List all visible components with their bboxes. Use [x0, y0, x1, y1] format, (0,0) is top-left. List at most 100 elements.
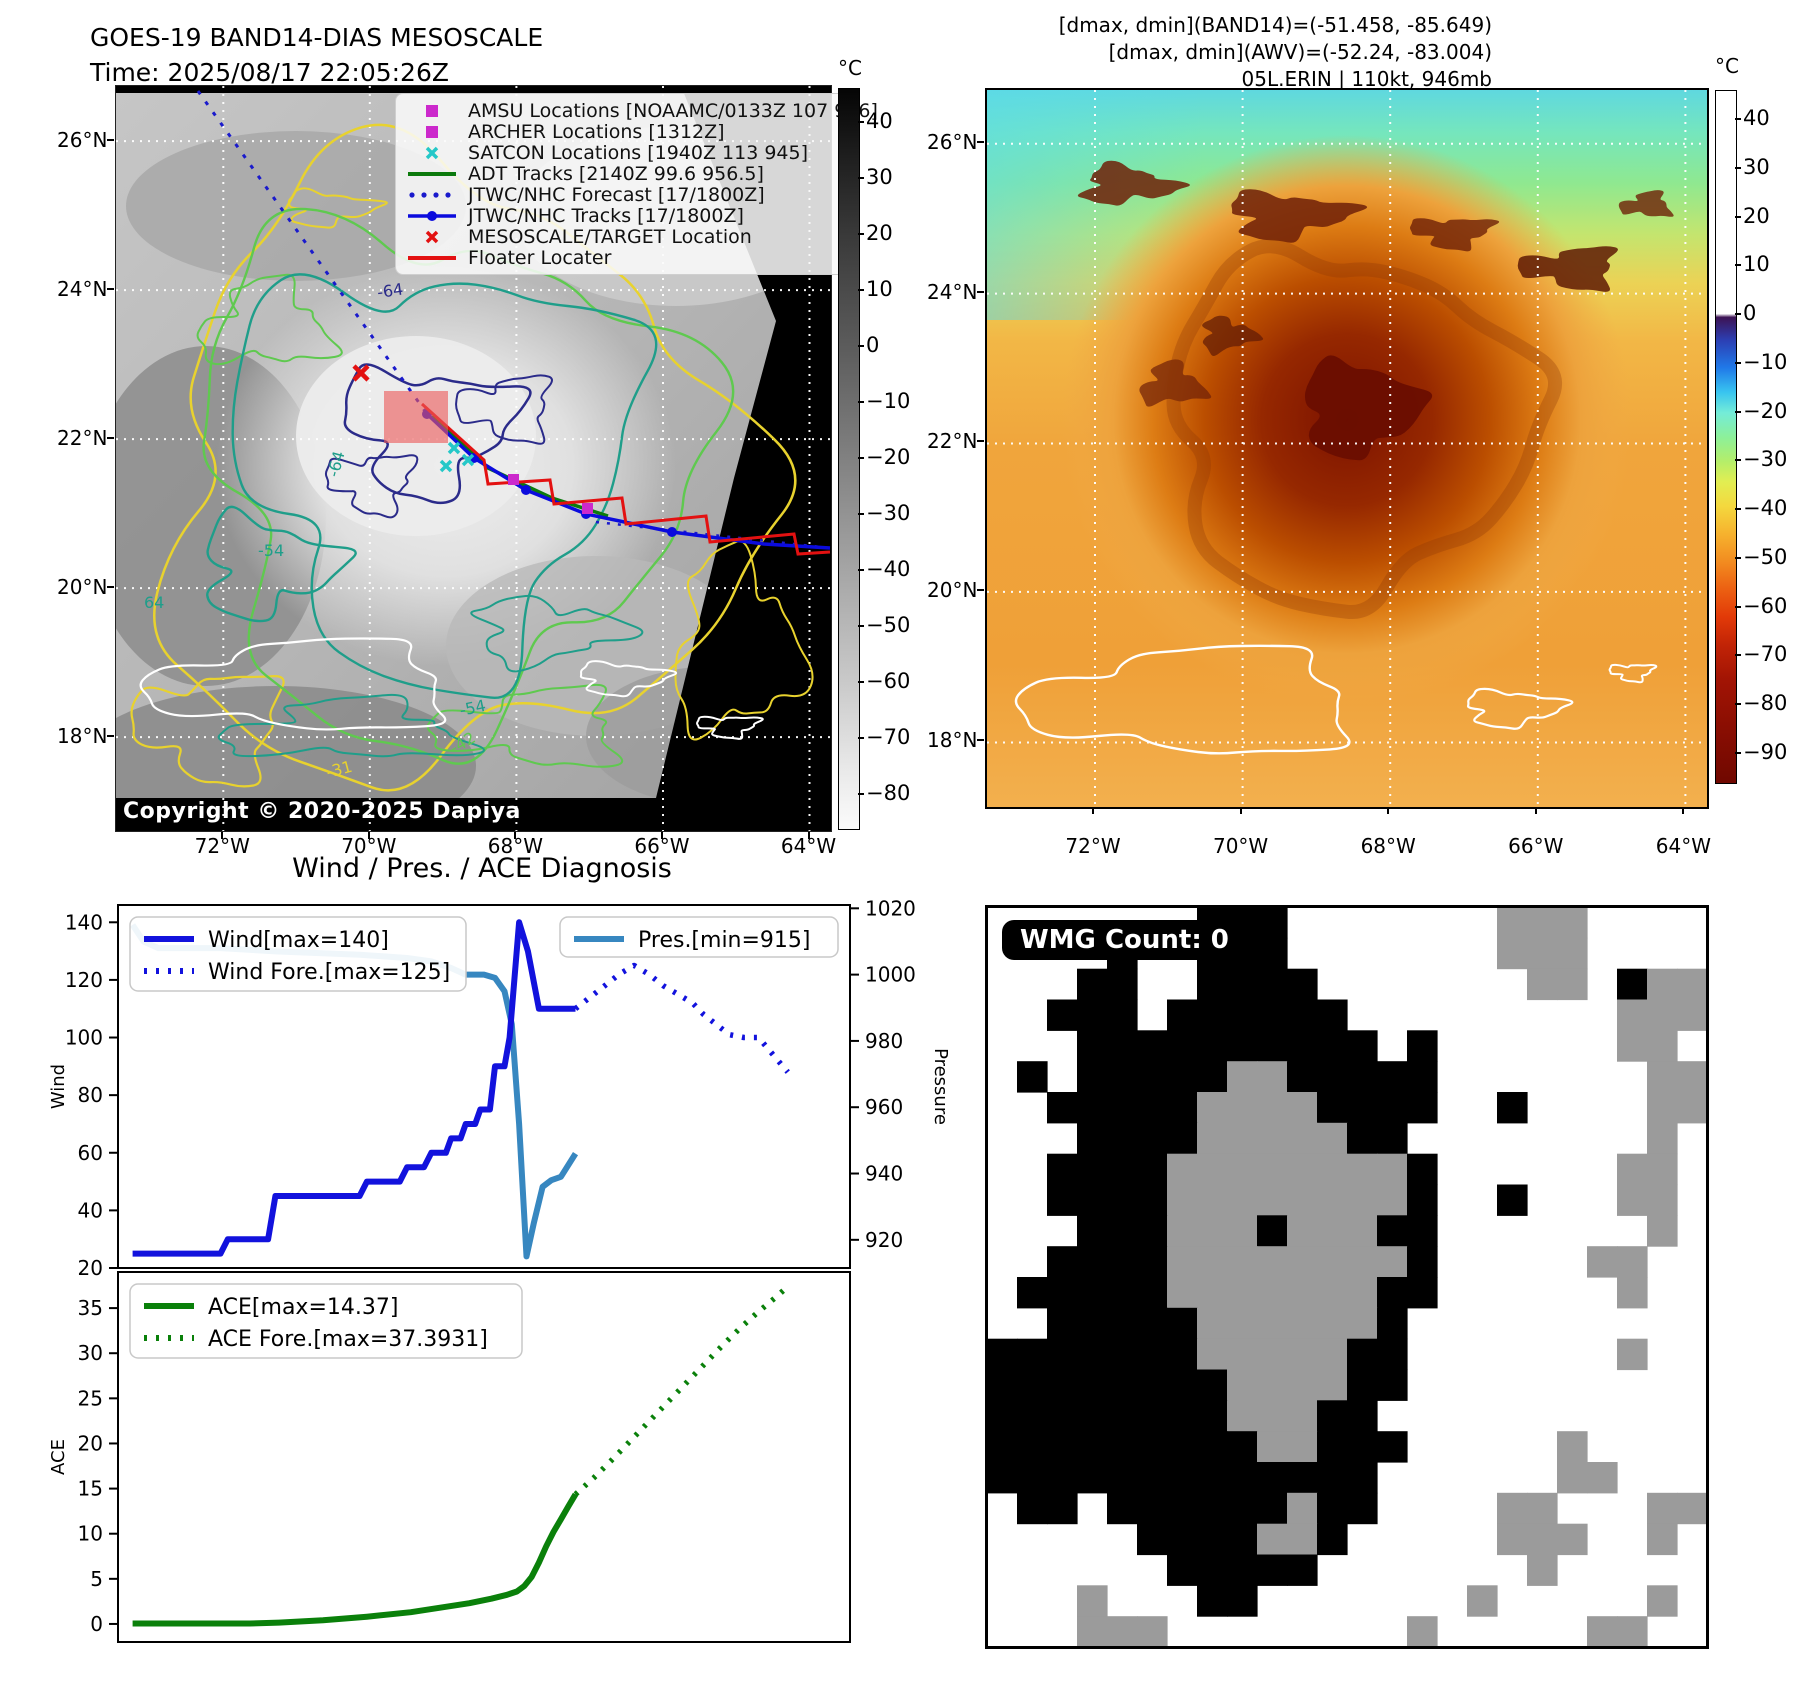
lat-tick-mark [977, 440, 984, 443]
wmg-cell [1077, 1246, 1108, 1278]
axis-text: 60 [78, 1141, 103, 1165]
lat-tick-label: 24°N [57, 277, 108, 302]
wmg-cell [1257, 1184, 1288, 1216]
dmax-dmin-band14: [dmax, dmin](BAND14)=(-51.458, -85.649) [1058, 13, 1492, 37]
wmg-cell [1227, 1462, 1258, 1494]
axis-text: 920 [865, 1228, 903, 1252]
wmg-classification-panel [985, 905, 1709, 1649]
wmg-cell [1347, 1462, 1378, 1494]
wmg-cell [1197, 1369, 1228, 1401]
wmg-cell [1197, 1307, 1228, 1340]
lat-tick-label: 26°N [927, 129, 978, 154]
wmg-cell [1227, 1338, 1258, 1371]
wmg-cell [1257, 1246, 1288, 1278]
wmg-cell [1167, 1462, 1198, 1494]
wmg-cell [1377, 1369, 1408, 1401]
colorbar-tick-label: −10 [866, 388, 911, 413]
wmg-cell [1017, 1492, 1048, 1525]
legend-item-label: JTWC/NHC Tracks [17/1800Z] [468, 204, 744, 227]
ir-cold-blob [1618, 190, 1674, 217]
lat-tick-mark [107, 735, 114, 738]
wmg-cell [1377, 1122, 1408, 1155]
colorbar-tick-label: −40 [866, 557, 911, 582]
wmg-cell [1317, 1030, 1348, 1062]
wmg-cell [1347, 1277, 1378, 1309]
legend-item-2: SATCON Locations [1940Z 113 945] [404, 142, 838, 164]
wmg-cell [1197, 1523, 1228, 1556]
wmg-cell [1377, 1184, 1408, 1216]
colorbar-tick-mark [1735, 410, 1741, 413]
wmg-cell [1287, 1338, 1318, 1371]
wmg-cell [1257, 1554, 1288, 1586]
wmg-cell [1227, 999, 1258, 1031]
colorbar-tick-label: −10 [1743, 349, 1788, 374]
wmg-cell [1047, 1492, 1078, 1525]
wmg-cell [1497, 907, 1528, 939]
wmg-cell [1677, 968, 1707, 1001]
wmg-cell [1167, 1431, 1198, 1463]
copyright-watermark: Copyright © 2020-2025 Dapiya [123, 799, 521, 824]
wmg-cell [1137, 1369, 1168, 1401]
wmg-cell [1647, 1122, 1678, 1155]
wmg-cell [1137, 1462, 1168, 1494]
wmg-cell [1257, 1431, 1288, 1463]
wmg-cell [1617, 968, 1648, 1001]
lat-tick-mark [977, 739, 984, 742]
wmg-cell [1287, 1554, 1318, 1586]
line-marker-icon [404, 208, 460, 224]
wmg-cell [1287, 1369, 1318, 1401]
wmg-cell [1197, 1338, 1228, 1371]
lat-tick-mark [977, 588, 984, 591]
wmg-cell [1047, 1184, 1078, 1216]
dmax-dmin-awv: [dmax, dmin](AWV)=(-52.24, -83.004) [1108, 40, 1492, 64]
wmg-cell [987, 1338, 1018, 1371]
colorbar-tick-mark [858, 400, 864, 403]
wmg-cell [1047, 1246, 1078, 1278]
wmg-cell [1677, 1092, 1707, 1124]
lat-tick-mark [107, 437, 114, 440]
wind-pres-ace-charts: 2040608010012014092094096098010001020051… [48, 896, 951, 1643]
wmg-cell [1227, 1184, 1258, 1216]
wmg-cell [1227, 1431, 1258, 1463]
wmg-cell [1047, 1462, 1078, 1494]
wmg-cell [1287, 1153, 1318, 1186]
lat-tick-label: 22°N [927, 429, 978, 454]
wmg-cell [1407, 1616, 1438, 1647]
wmg-cell [1047, 1277, 1078, 1309]
wmg-cell [1107, 1369, 1138, 1401]
wmg-cell [1227, 1153, 1258, 1186]
contour-line [231, 273, 658, 699]
lat-tick-label: 24°N [927, 279, 978, 304]
wmg-cell [987, 1431, 1018, 1463]
colorbar-tick-mark [1735, 751, 1741, 754]
wmg-cell [1317, 1338, 1348, 1371]
lon-tick-mark [514, 832, 517, 839]
wmg-cell [1287, 999, 1318, 1031]
lat-tick-label: 26°N [57, 128, 108, 153]
mesoscale-target-x-icon [352, 364, 370, 382]
wmg-cell [1347, 1061, 1378, 1093]
wmg-cell [1077, 1122, 1108, 1155]
colorbar-tick-label: 40 [1743, 106, 1770, 131]
wmg-cell [1167, 999, 1198, 1031]
eyewall-band [1166, 239, 1563, 620]
wmg-cell [1377, 1246, 1408, 1278]
wmg-count-badge: WMG Count: 0 [1002, 920, 1247, 960]
colorbar-tick-label: −70 [1743, 642, 1788, 667]
wmg-cell [1047, 1338, 1078, 1371]
legend-item-label: JTWC/NHC Forecast [17/1800Z] [468, 183, 765, 206]
satellite-product-title: GOES-19 BAND14-DIAS MESOSCALE [90, 23, 544, 52]
wmg-cell [1677, 1061, 1707, 1093]
wmg-cell [1227, 1030, 1258, 1062]
wmg-cell [1647, 999, 1678, 1031]
wmg-cell [1077, 1307, 1108, 1340]
wmg-cell [1227, 1585, 1258, 1617]
wmg-cell [1317, 999, 1348, 1031]
wmg-cell [1137, 1523, 1168, 1556]
contour-line [324, 454, 419, 519]
wmg-cell [1647, 1184, 1678, 1216]
wmg-cell [1167, 1400, 1198, 1432]
wmg-cell [1647, 1585, 1678, 1617]
ir-cold-blob [1202, 315, 1264, 356]
